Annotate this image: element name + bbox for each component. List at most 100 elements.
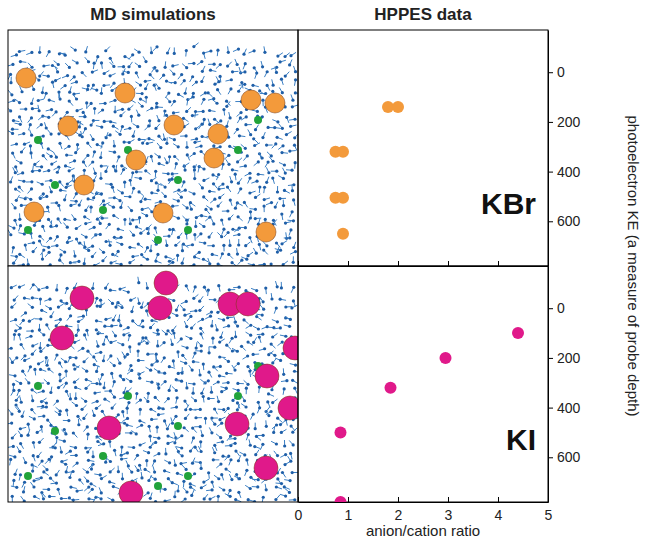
md-water-oxygen xyxy=(96,143,99,146)
md-water-oxygen xyxy=(73,159,76,162)
md-water-oxygen xyxy=(192,92,195,95)
md-water-oxygen xyxy=(219,75,222,78)
md-water-oxygen xyxy=(63,198,66,201)
md-water-oxygen xyxy=(45,92,48,95)
md-water-oxygen xyxy=(150,191,153,194)
md-water-oxygen xyxy=(18,253,21,256)
md-water-oxygen xyxy=(243,83,246,86)
md-water-oxygen xyxy=(258,243,261,246)
md-water-oxygen xyxy=(102,251,105,254)
md-water-oxygen xyxy=(30,134,33,137)
md-water-oxygen xyxy=(279,326,282,329)
md-water-oxygen xyxy=(113,236,116,239)
md-water-oxygen xyxy=(183,314,186,317)
md-water-oxygen xyxy=(157,135,160,138)
md-water-oxygen xyxy=(13,298,16,301)
md-water-oxygen xyxy=(185,146,188,149)
md-water-oxygen xyxy=(129,299,132,302)
md-anion xyxy=(115,83,135,103)
md-water-oxygen xyxy=(248,191,251,194)
md-water-oxygen xyxy=(50,108,53,111)
md-water-oxygen xyxy=(199,232,202,235)
md-water-oxygen xyxy=(31,329,34,332)
md-water-oxygen xyxy=(145,96,148,99)
md-water-oxygen xyxy=(11,128,14,131)
md-background xyxy=(8,30,298,266)
md-water-oxygen xyxy=(69,204,72,207)
md-water-oxygen xyxy=(231,337,234,340)
md-water-oxygen xyxy=(177,93,180,96)
md-water-oxygen xyxy=(19,123,22,126)
md-water-oxygen xyxy=(42,333,45,336)
md-water-oxygen xyxy=(111,186,114,189)
md-water-oxygen xyxy=(285,133,288,136)
md-anion xyxy=(204,148,224,168)
md-water-oxygen xyxy=(288,236,291,239)
md-water-oxygen xyxy=(207,288,210,291)
md-water-oxygen xyxy=(144,80,147,83)
md-water-oxygen xyxy=(90,102,93,105)
md-water-oxygen xyxy=(244,164,247,167)
md-water-oxygen xyxy=(59,318,62,321)
md-water-oxygen xyxy=(185,284,188,287)
md-water-oxygen xyxy=(150,51,153,54)
md-water-oxygen xyxy=(95,328,98,331)
md-water-oxygen xyxy=(266,84,269,87)
md-water-oxygen xyxy=(291,189,294,192)
md-water-oxygen xyxy=(190,208,193,211)
md-water-oxygen xyxy=(202,179,205,182)
md-illustration xyxy=(8,266,298,502)
md-water-oxygen xyxy=(108,223,111,226)
md-water-oxygen xyxy=(95,319,98,322)
data-point xyxy=(337,146,349,158)
y-tick: 200 xyxy=(548,114,581,130)
md-water-oxygen xyxy=(14,206,17,209)
md-water-oxygen xyxy=(112,206,115,209)
md-water-oxygen xyxy=(28,320,31,323)
md-water-oxygen xyxy=(202,167,205,170)
md-water-oxygen xyxy=(42,154,45,157)
md-water-oxygen xyxy=(57,204,60,207)
md-water-oxygen xyxy=(55,110,58,113)
md-water-oxygen xyxy=(262,300,265,303)
md-water-oxygen xyxy=(121,191,124,194)
md-water-oxygen xyxy=(48,50,51,53)
md-water-oxygen xyxy=(137,281,140,284)
md-water-oxygen xyxy=(252,137,255,140)
md-water-oxygen xyxy=(83,262,86,265)
md-water-oxygen xyxy=(100,165,103,168)
md-water-oxygen xyxy=(102,84,105,87)
md-water-oxygen xyxy=(271,176,274,179)
md-water-oxygen xyxy=(31,344,34,347)
md-water-oxygen xyxy=(19,161,22,164)
md-water-oxygen xyxy=(261,156,264,159)
md-water-oxygen xyxy=(137,190,140,193)
md-water-oxygen xyxy=(158,162,161,165)
md-water-oxygen xyxy=(105,240,108,243)
md-water-oxygen xyxy=(13,219,16,222)
md-water-oxygen xyxy=(117,227,120,230)
md-water-oxygen xyxy=(146,258,149,261)
md-water-oxygen xyxy=(227,51,230,54)
md-water-oxygen xyxy=(276,251,279,254)
md-water-oxygen xyxy=(201,318,204,321)
md-water-oxygen xyxy=(244,62,247,65)
md-water-oxygen xyxy=(30,102,33,105)
md-water-oxygen xyxy=(226,64,229,67)
md-water-oxygen xyxy=(128,195,131,198)
md-water-oxygen xyxy=(270,297,273,300)
md-water-oxygen xyxy=(140,92,143,95)
md-water-oxygen xyxy=(227,253,230,256)
md-water-oxygen xyxy=(141,319,144,322)
md-water-oxygen xyxy=(199,327,202,330)
md-water-oxygen xyxy=(279,249,282,252)
md-water-oxygen xyxy=(110,89,113,92)
md-water-oxygen xyxy=(101,141,104,144)
md-water-oxygen xyxy=(56,217,59,220)
md-water-oxygen xyxy=(253,49,256,52)
md-water-oxygen xyxy=(94,172,97,175)
md-water-oxygen xyxy=(100,192,103,195)
md-water-oxygen xyxy=(9,73,12,76)
md-water-oxygen xyxy=(202,225,205,228)
md-water-oxygen xyxy=(127,326,130,329)
